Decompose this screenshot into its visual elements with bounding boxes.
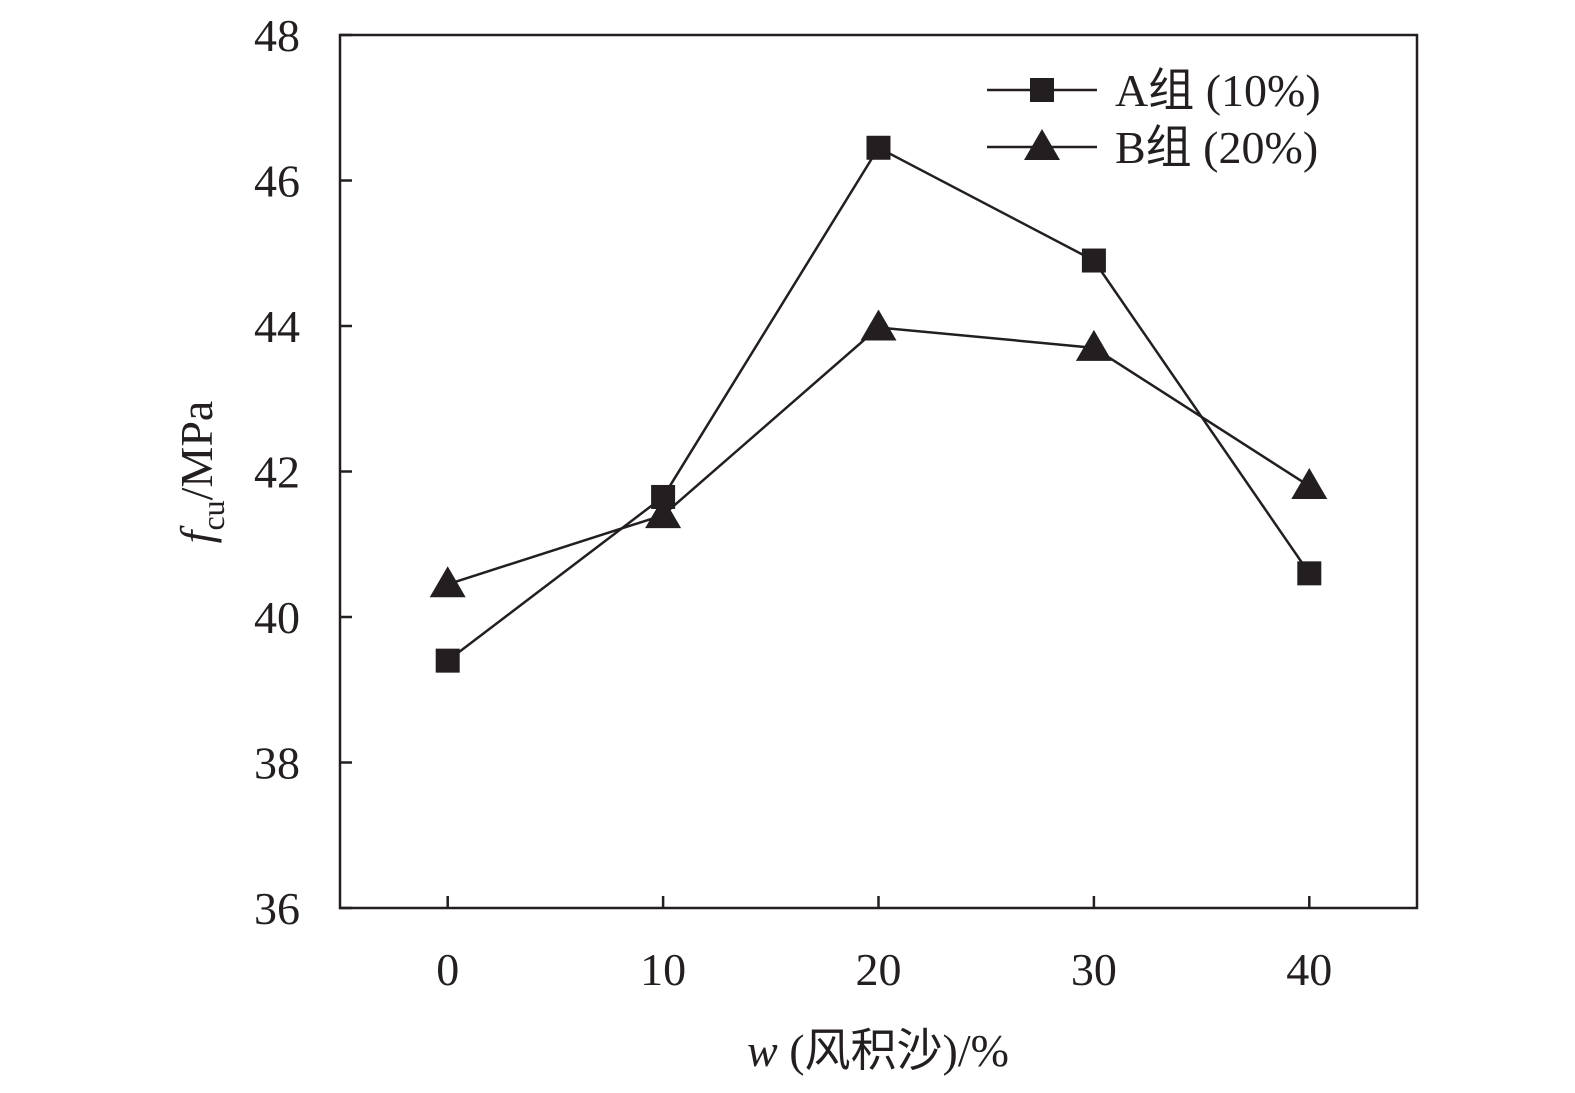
- legend: A组 (10%) B组 (20%): [987, 65, 1321, 173]
- y-tick-label: 46: [254, 156, 300, 207]
- data-point-square: [1297, 561, 1322, 586]
- data-point-square: [435, 648, 460, 673]
- x-tick-label: 30: [1071, 944, 1117, 995]
- y-tick-label: 44: [254, 301, 300, 352]
- x-tick-label: 10: [640, 944, 686, 995]
- x-tick-label: 20: [856, 944, 902, 995]
- legend-label: B组 (20%): [1115, 122, 1318, 173]
- data-point-square: [1081, 248, 1106, 273]
- data-point-triangle: [645, 497, 682, 529]
- legend-marker-triangle: [1024, 129, 1060, 160]
- x-axis-title-rest: (风积沙)/%: [778, 1025, 1009, 1076]
- series-a: [435, 135, 1322, 673]
- legend-marker-square: [1030, 78, 1054, 102]
- data-point-triangle: [1075, 329, 1112, 361]
- x-axis-title-var: w: [747, 1025, 778, 1076]
- legend-label: A组 (10%): [1115, 65, 1321, 116]
- legend-item: B组 (20%): [987, 122, 1318, 173]
- x-axis-title: w (风积沙)/%: [747, 1025, 1009, 1076]
- x-tick-label: 40: [1286, 944, 1332, 995]
- y-axis-title-sub: cu: [195, 500, 231, 530]
- y-axis-ticks: 36 38 40 42 44 46 48: [254, 10, 352, 934]
- series-line: [447, 326, 1310, 586]
- series-layer: [429, 135, 1328, 673]
- series-b: [429, 309, 1328, 598]
- y-tick-label: 36: [254, 883, 300, 934]
- y-tick-label: 38: [254, 738, 300, 789]
- legend-item: A组 (10%): [987, 65, 1321, 116]
- y-axis-title-rest: /MPa: [171, 401, 222, 501]
- data-point-triangle: [429, 566, 466, 598]
- y-tick-label: 42: [254, 447, 300, 498]
- y-axis-title: fcu/MPa: [171, 401, 231, 544]
- y-tick-label: 48: [254, 10, 300, 61]
- x-tick-label: 0: [436, 944, 459, 995]
- x-axis-ticks: 0 10 20 30 40: [436, 896, 1332, 995]
- data-point-triangle: [1291, 468, 1328, 500]
- data-point-square: [866, 135, 891, 160]
- y-tick-label: 40: [254, 592, 300, 643]
- data-point-triangle: [860, 309, 897, 341]
